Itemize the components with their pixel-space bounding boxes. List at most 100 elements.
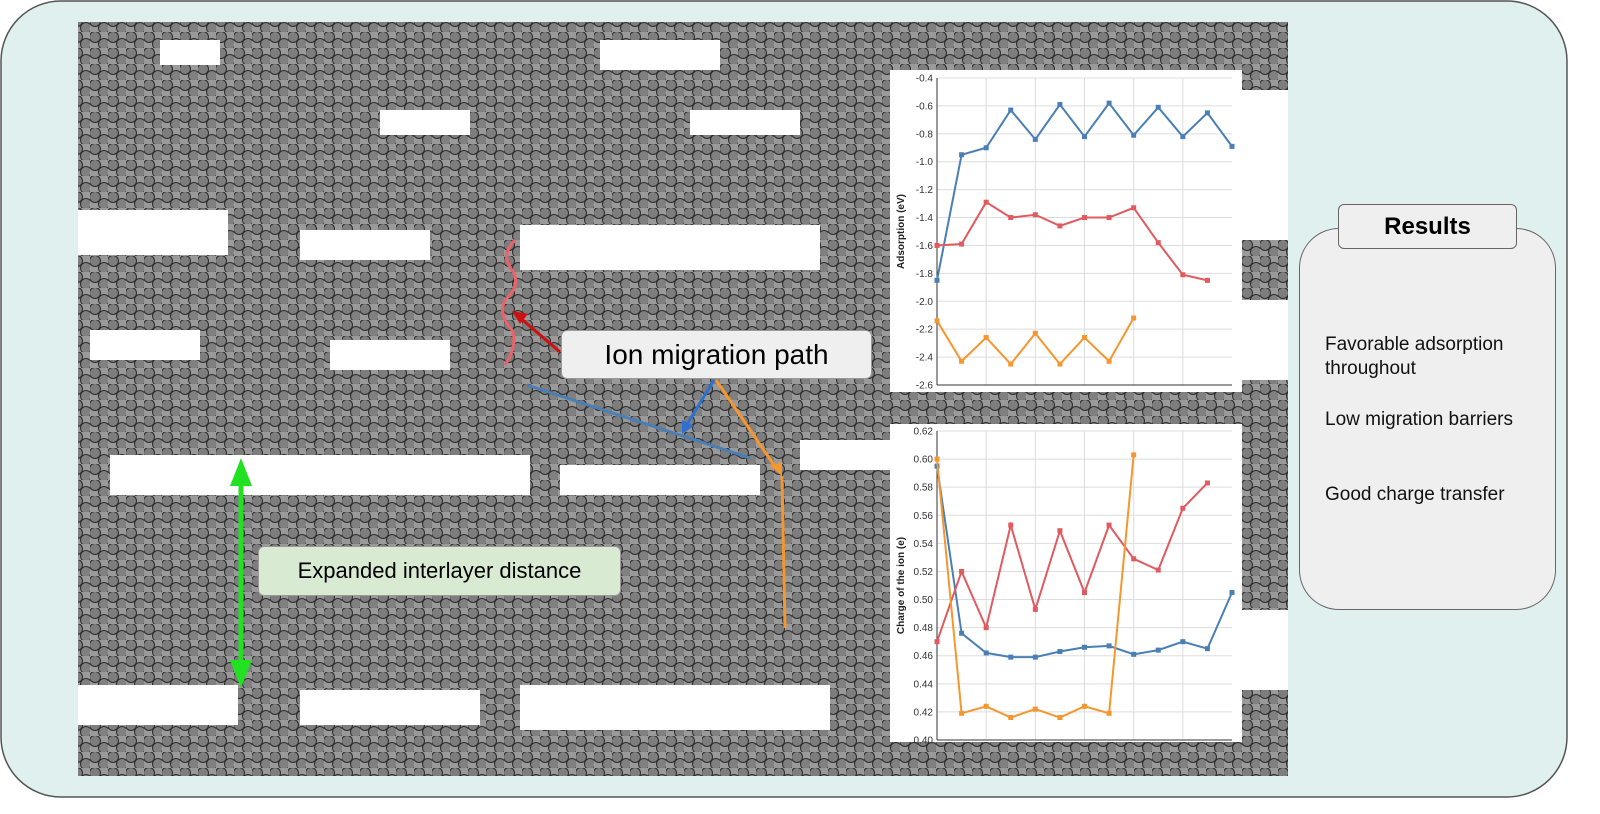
point	[1131, 205, 1137, 211]
point	[959, 568, 965, 574]
y-tick-label: -0.4	[916, 74, 934, 85]
point	[1082, 335, 1087, 341]
y-tick-label: -1.8	[916, 269, 934, 280]
y-tick-label: 0.56	[914, 511, 934, 522]
chart-panel	[890, 70, 1242, 392]
y-axis-label: Charge of the ion (e)	[896, 537, 907, 634]
point	[1131, 556, 1137, 562]
point	[1082, 134, 1087, 140]
y-tick-label: -2.6	[916, 381, 934, 392]
point	[1008, 361, 1014, 367]
point	[1106, 215, 1112, 221]
point	[1229, 143, 1235, 149]
point	[1057, 361, 1063, 367]
y-tick-label: -1.0	[916, 157, 934, 168]
y-axis-label: Adsorption (eV)	[896, 194, 907, 269]
y-tick-label: -1.6	[916, 241, 934, 252]
point	[959, 152, 965, 158]
point	[983, 703, 989, 709]
y-tick-label: 0.62	[914, 427, 934, 438]
point	[1204, 646, 1210, 652]
chart-panel	[890, 424, 1242, 742]
point	[959, 710, 965, 716]
y-tick-label: 0.60	[914, 455, 934, 466]
point	[1082, 215, 1087, 221]
point	[1204, 277, 1210, 283]
y-tick-label: -0.8	[916, 129, 934, 140]
y-tick-label: 0.42	[914, 707, 934, 718]
annotation-label: Expanded interlayer distance	[258, 546, 621, 596]
point	[1008, 715, 1014, 721]
point	[1082, 644, 1087, 650]
point	[1082, 590, 1087, 596]
point	[1032, 330, 1038, 336]
point	[959, 358, 965, 364]
y-tick-label: -0.6	[916, 101, 934, 112]
annotation-label: Ion migration path	[561, 330, 872, 379]
point	[1204, 110, 1210, 116]
point	[1131, 452, 1137, 458]
point	[1155, 647, 1161, 653]
y-tick-label: -2.2	[916, 325, 934, 336]
point	[959, 241, 965, 247]
point	[1106, 100, 1112, 106]
point	[934, 318, 940, 324]
result-item: Low migration barriers	[1325, 409, 1513, 430]
point	[983, 625, 989, 631]
point	[983, 335, 989, 341]
point	[1155, 104, 1161, 110]
point	[1057, 649, 1063, 655]
point	[983, 199, 989, 205]
point	[1155, 240, 1161, 246]
point	[1106, 710, 1112, 716]
point	[1180, 272, 1186, 278]
y-tick-label: 0.40	[914, 736, 934, 747]
result-item: Favorable adsorption throughout	[1325, 334, 1504, 379]
y-tick-label: 0.52	[914, 567, 934, 578]
point	[959, 630, 965, 636]
point	[1032, 654, 1038, 660]
point	[934, 456, 940, 462]
point	[1057, 223, 1063, 229]
point	[1008, 107, 1014, 113]
y-tick-label: -1.2	[916, 185, 934, 196]
point	[1131, 315, 1137, 321]
y-tick-label: -1.4	[916, 213, 934, 224]
point	[1106, 643, 1112, 649]
series-line	[936, 482, 1209, 643]
point	[934, 277, 940, 283]
point	[934, 639, 940, 645]
point	[983, 650, 989, 656]
point	[1155, 567, 1161, 573]
y-tick-label: 0.44	[914, 679, 934, 690]
y-tick-label: 0.50	[914, 595, 934, 606]
y-tick-label: 0.54	[914, 539, 934, 550]
point	[1106, 358, 1112, 364]
annotation-arrows	[230, 238, 787, 688]
y-tick-label: 0.58	[914, 483, 934, 494]
point	[1180, 134, 1186, 140]
point	[1106, 522, 1112, 528]
point	[1057, 715, 1063, 721]
series-line	[936, 200, 1208, 282]
result-item: Good charge transfer	[1325, 484, 1505, 505]
point	[1008, 522, 1014, 528]
point	[1032, 212, 1038, 218]
results-title: Results	[1338, 204, 1517, 249]
point	[934, 242, 940, 248]
point	[1057, 528, 1063, 534]
point	[1032, 606, 1038, 612]
point	[1131, 132, 1137, 138]
point	[1180, 639, 1186, 645]
point	[1008, 215, 1014, 221]
y-tick-label: -2.4	[916, 353, 934, 364]
y-tick-label: 0.46	[914, 651, 934, 662]
point	[1204, 480, 1210, 486]
point	[1032, 136, 1038, 142]
point	[1180, 505, 1186, 511]
results-panel	[1299, 228, 1556, 610]
y-tick-label: 0.48	[914, 623, 934, 634]
point	[1008, 654, 1014, 660]
